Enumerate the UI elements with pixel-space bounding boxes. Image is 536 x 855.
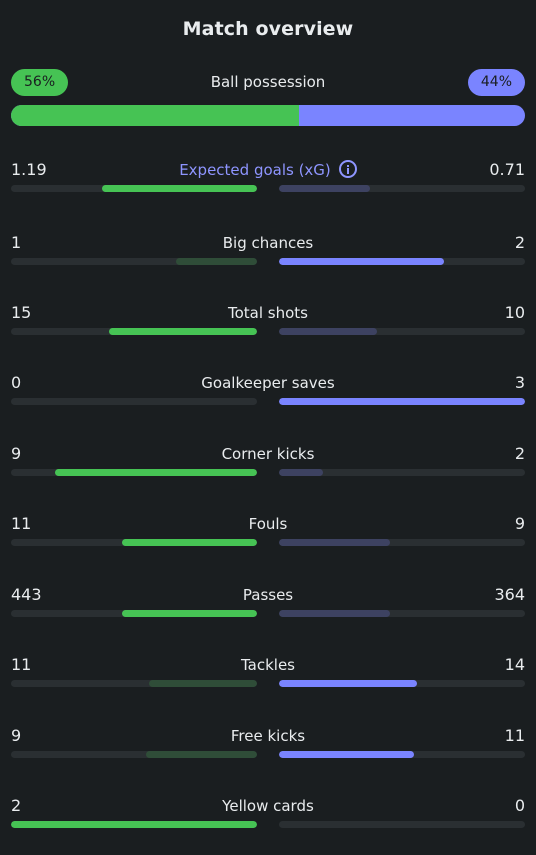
stat-label: Free kicks xyxy=(11,726,525,746)
away-stat-value: 9 xyxy=(514,514,525,533)
stat-label: Fouls xyxy=(11,514,525,534)
stat-row: 11 Tackles 14 xyxy=(11,655,525,705)
away-stat-bar-fill xyxy=(279,751,415,758)
home-stat-value: 11 xyxy=(11,514,32,533)
away-stat-value: 2 xyxy=(514,233,525,252)
home-stat-bar-fill xyxy=(146,751,257,758)
stat-label-text: Tackles xyxy=(240,656,296,674)
away-stat-bar-fill xyxy=(279,258,444,265)
home-stat-bar xyxy=(11,328,257,335)
away-stat-bar xyxy=(279,680,525,687)
home-possession-badge: 56% xyxy=(11,69,69,96)
away-stat-bar-fill xyxy=(279,185,371,192)
stat-row: 9 Corner kicks 2 xyxy=(11,444,525,494)
stat-label: Big chances xyxy=(11,233,525,253)
stat-label-text: Corner kicks xyxy=(221,445,315,463)
home-stat-value: 9 xyxy=(11,726,22,745)
home-stat-bar-fill xyxy=(148,680,257,687)
stat-label-text: Total shots xyxy=(228,304,308,322)
stat-label: Passes xyxy=(11,585,525,605)
possession-bar-home-fill xyxy=(11,105,299,126)
stat-label-text: Fouls xyxy=(248,515,288,533)
stat-label-text: Yellow cards xyxy=(222,797,314,815)
possession-bar xyxy=(11,105,525,126)
home-stat-value: 9 xyxy=(11,444,22,463)
away-stat-bar xyxy=(279,398,525,405)
away-stat-bar xyxy=(279,258,525,265)
home-stat-bar xyxy=(11,610,257,617)
home-stat-bar-fill xyxy=(121,610,257,617)
possession-label: Ball possession xyxy=(210,73,326,91)
stat-label: Total shots xyxy=(11,303,525,323)
stat-label[interactable]: Expected goals (xG) xyxy=(11,160,525,180)
away-stat-bar-fill xyxy=(279,328,378,335)
away-stat-bar xyxy=(279,469,525,476)
stat-label-text: Big chances xyxy=(222,234,314,252)
home-stat-bar-fill xyxy=(11,821,257,828)
stat-row: 1 Big chances 2 xyxy=(11,233,525,283)
info-icon[interactable] xyxy=(338,160,357,178)
home-stat-bar xyxy=(11,539,257,546)
stat-label-text: Expected goals (xG) xyxy=(179,161,331,179)
stat-row: 443 Passes 364 xyxy=(11,585,525,635)
home-stat-value: 1 xyxy=(11,233,22,252)
home-stat-bar xyxy=(11,751,257,758)
stat-row: 11 Fouls 9 xyxy=(11,514,525,564)
away-possession-badge: 44% xyxy=(467,69,525,96)
home-stat-bar xyxy=(11,398,257,405)
stat-row[interactable]: 1.19 Expected goals (xG) 0.71 xyxy=(11,160,525,210)
stat-label: Goalkeeper saves xyxy=(11,373,525,393)
away-stat-bar xyxy=(279,328,525,335)
home-stat-bar xyxy=(11,258,257,265)
home-stat-value: 15 xyxy=(11,303,32,322)
home-stat-bar xyxy=(11,469,257,476)
stat-row: 2 Yellow cards 0 xyxy=(11,796,525,846)
away-stat-bar-fill xyxy=(279,539,390,546)
stat-label: Yellow cards xyxy=(11,796,525,816)
stat-label: Corner kicks xyxy=(11,444,525,464)
away-stat-value: 14 xyxy=(504,655,525,674)
home-stat-bar xyxy=(11,680,257,687)
away-stat-bar-fill xyxy=(279,680,417,687)
away-stat-value: 0.71 xyxy=(489,160,525,179)
away-stat-value: 11 xyxy=(504,726,525,745)
away-stat-bar xyxy=(279,185,525,192)
away-stat-bar xyxy=(279,610,525,617)
away-stat-value: 0 xyxy=(514,796,525,815)
away-stat-bar-fill xyxy=(279,610,390,617)
away-stat-value: 10 xyxy=(504,303,525,322)
stat-row: 0 Goalkeeper saves 3 xyxy=(11,373,525,423)
away-stat-bar xyxy=(279,539,525,546)
home-stat-bar-fill xyxy=(121,539,257,546)
home-stat-bar-fill xyxy=(55,469,257,476)
home-stat-bar-fill xyxy=(175,258,257,265)
stat-label-text: Goalkeeper saves xyxy=(201,374,335,392)
away-stat-value: 2 xyxy=(514,444,525,463)
home-stat-bar xyxy=(11,185,257,192)
home-stat-value: 2 xyxy=(11,796,22,815)
away-stat-value: 3 xyxy=(514,373,525,392)
home-stat-bar-fill xyxy=(109,328,257,335)
page-title: Match overview xyxy=(182,18,354,40)
home-stat-bar xyxy=(11,821,257,828)
stat-row: 15 Total shots 10 xyxy=(11,303,525,353)
home-stat-value: 0 xyxy=(11,373,22,392)
stat-label: Tackles xyxy=(11,655,525,675)
away-stat-bar xyxy=(279,751,525,758)
away-stat-bar-fill xyxy=(279,398,525,405)
home-stat-value: 1.19 xyxy=(11,160,47,179)
stat-label-text: Passes xyxy=(242,586,294,604)
away-stat-bar-fill xyxy=(279,469,324,476)
possession-row: 56% Ball possession 44% xyxy=(11,69,525,97)
stat-label-text: Free kicks xyxy=(230,727,306,745)
away-stat-value: 364 xyxy=(494,585,525,604)
home-stat-value: 443 xyxy=(11,585,42,604)
stat-row: 9 Free kicks 11 xyxy=(11,726,525,776)
home-stat-bar-fill xyxy=(102,185,257,192)
home-stat-value: 11 xyxy=(11,655,32,674)
away-stat-bar xyxy=(279,821,525,828)
